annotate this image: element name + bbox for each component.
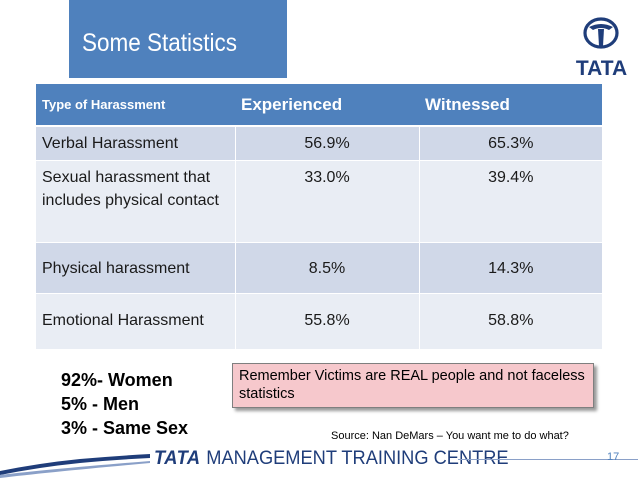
row-witnessed: 39.4% — [418, 160, 602, 243]
tata-wordmark: TATA — [576, 57, 627, 77]
table-row: Sexual harassment that includes physical… — [36, 160, 602, 243]
table-row: Emotional Harassment 55.8% 58.8% — [36, 293, 602, 350]
footer-brand: TATA — [154, 448, 201, 469]
row-experienced: 56.9% — [234, 126, 419, 161]
source-citation: Source: Nan DeMars – You want me to do w… — [331, 430, 569, 442]
footer-swoosh-icon — [0, 454, 150, 478]
gender-stat-same-sex: 3% - Same Sex — [61, 418, 189, 438]
gender-stat-women: 92%- Women — [61, 370, 173, 390]
row-experienced: 8.5% — [234, 242, 419, 294]
harassment-table: Type of Harassment Experienced Witnessed… — [36, 84, 602, 350]
page-number: 17 — [607, 451, 620, 463]
slide-title: Some Statistics — [82, 29, 238, 57]
header-experienced: Experienced — [235, 84, 419, 127]
header-type: Type of Harassment — [36, 84, 235, 127]
row-witnessed: 14.3% — [418, 242, 602, 294]
row-experienced: 55.8% — [234, 293, 419, 350]
row-type: Physical harassment — [36, 242, 235, 294]
row-type: Emotional Harassment — [36, 293, 235, 350]
table-row: Verbal Harassment 56.9% 65.3% — [36, 126, 602, 161]
gender-stats: 92%- Women 5% - Men 3% - Same Sex — [61, 368, 188, 440]
reminder-callout: Remember Victims are REAL people and not… — [232, 363, 594, 408]
footer-divider — [458, 459, 638, 460]
footer-title: TATA MANAGEMENT TRAINING CENTRE — [154, 448, 509, 470]
table-header-row: Type of Harassment Experienced Witnessed — [36, 84, 602, 127]
table-row: Physical harassment 8.5% 14.3% — [36, 242, 602, 294]
row-witnessed: 65.3% — [418, 126, 602, 161]
row-witnessed: 58.8% — [418, 293, 602, 350]
title-box — [69, 0, 287, 78]
footer-centre-name: MANAGEMENT TRAINING CENTRE — [206, 448, 509, 469]
row-type: Verbal Harassment — [36, 126, 235, 161]
row-experienced: 33.0% — [234, 160, 419, 243]
row-type: Sexual harassment that includes physical… — [36, 160, 235, 243]
tata-logo-icon: TATA — [576, 17, 627, 77]
header-witnessed: Witnessed — [419, 84, 602, 127]
gender-stat-men: 5% - Men — [61, 394, 140, 414]
